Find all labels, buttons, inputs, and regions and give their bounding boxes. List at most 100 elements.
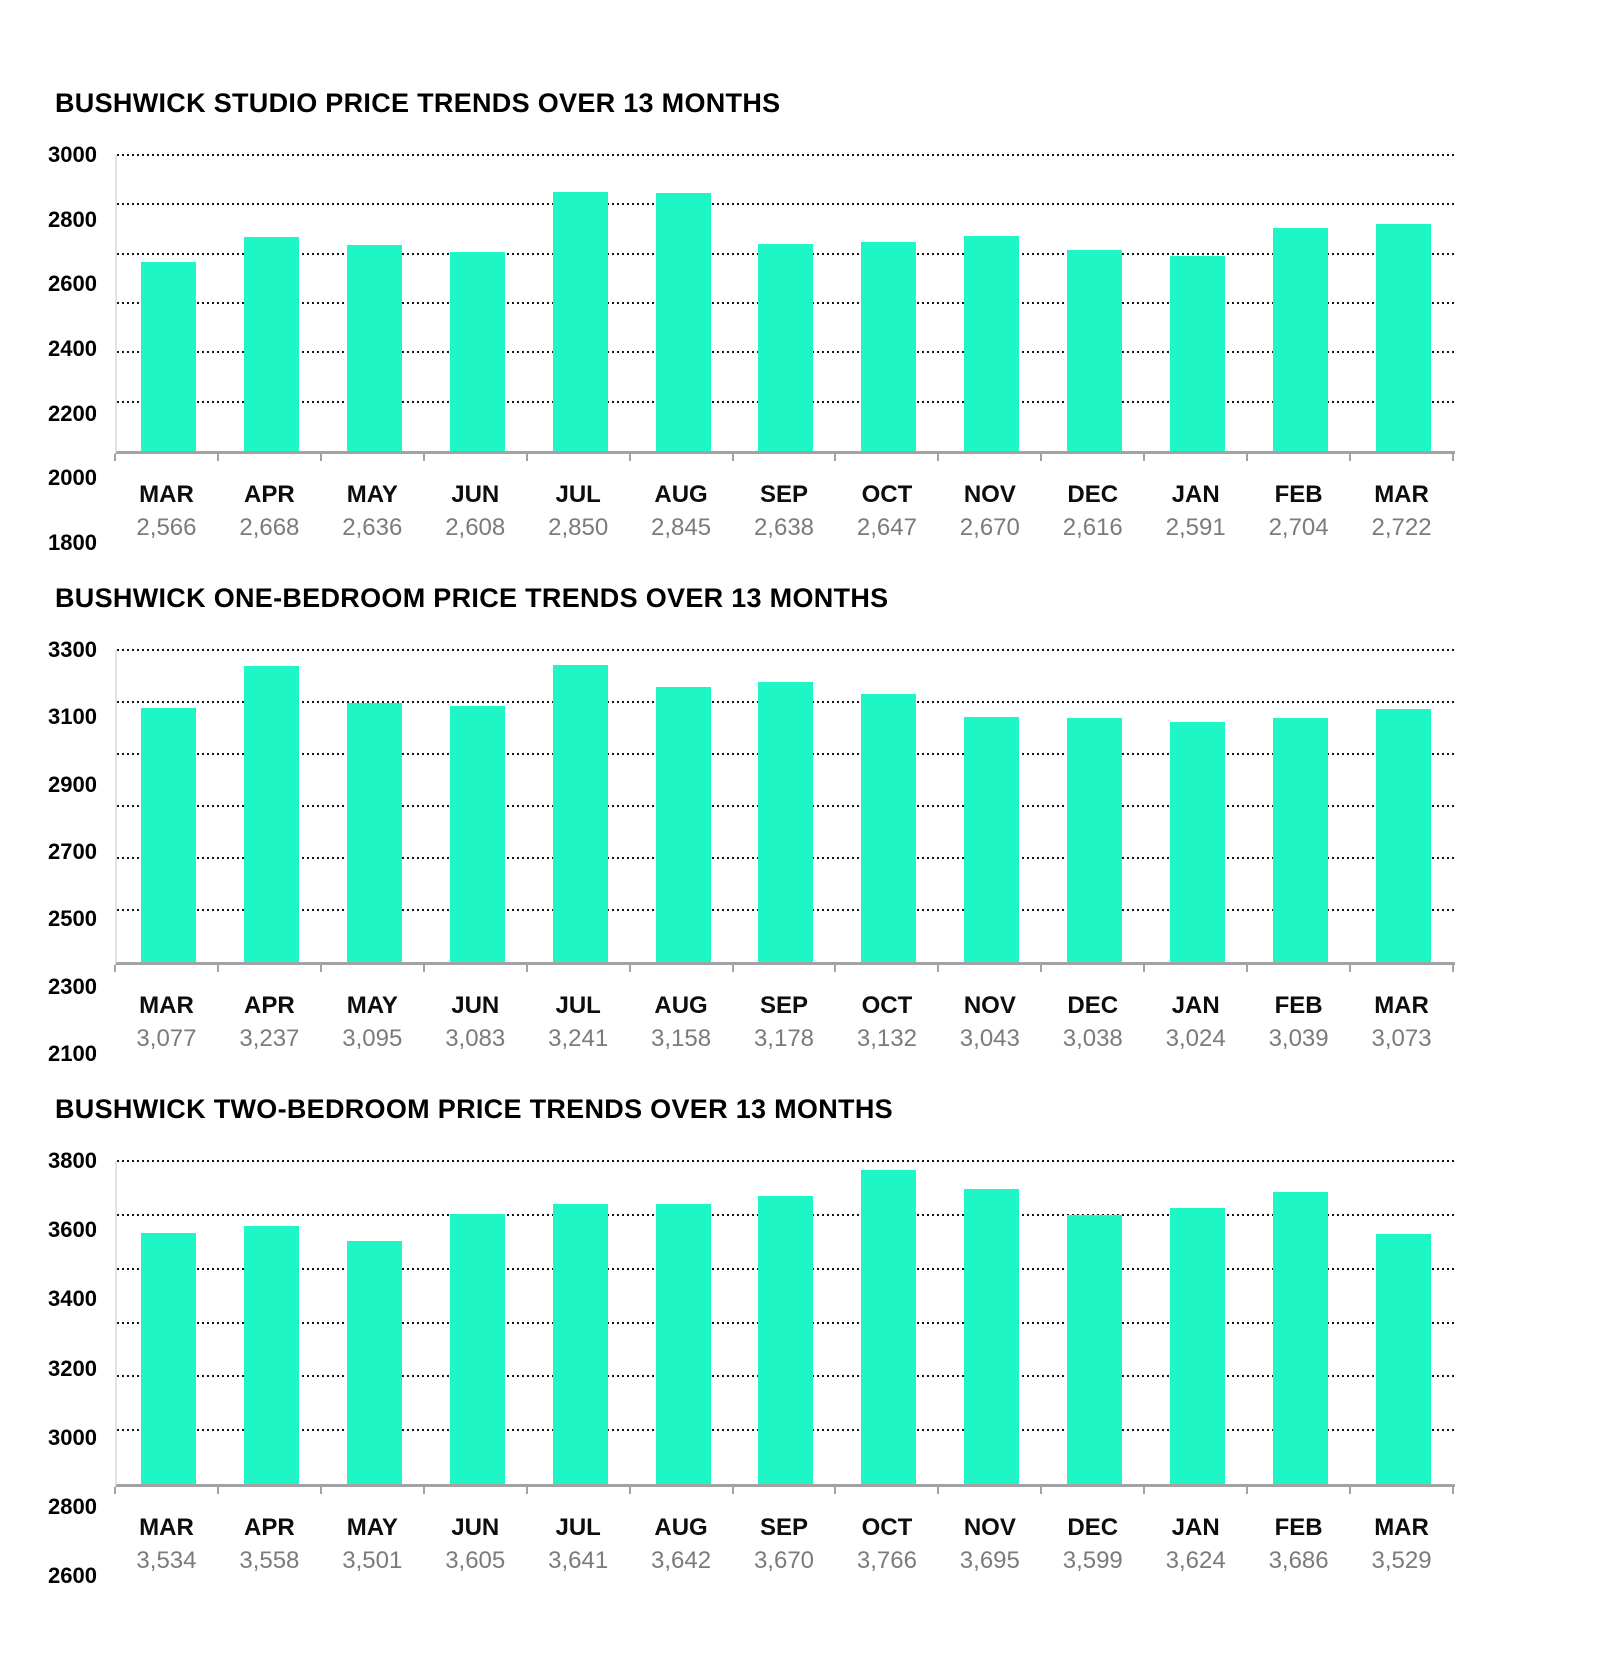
y-tick-label: 2600 (48, 271, 97, 297)
month-label: MAR (1374, 1514, 1429, 1541)
y-tick-label: 2800 (48, 1493, 97, 1519)
plot-area (115, 649, 1455, 965)
x-label-cell: DEC 3,038 (1041, 992, 1144, 1054)
bar-oct-7 (861, 242, 917, 451)
x-label-cell: MAY 2,636 (321, 481, 424, 543)
x-label-cell: NOV 3,043 (938, 992, 1041, 1054)
value-label: 3,529 (1371, 1547, 1432, 1574)
x-axis-tick (216, 454, 219, 461)
y-tick-label: 2000 (48, 465, 97, 491)
value-label: 3,558 (239, 1547, 300, 1574)
month-label: JAN (1171, 992, 1220, 1019)
x-axis-tick (1452, 965, 1454, 972)
y-tick-label: 3600 (48, 1217, 97, 1243)
bar-slot (1249, 1161, 1352, 1484)
month-label: MAR (139, 992, 194, 1019)
value-label: 3,073 (1371, 1025, 1432, 1052)
value-label: 2,591 (1165, 514, 1226, 541)
month-label: MAY (346, 1514, 398, 1541)
value-label: 2,722 (1371, 514, 1432, 541)
bar-dec-9 (1067, 718, 1123, 962)
chart-body: 3000 2800 2600 2400 2200 2000 1800 MAR 2,566 APR… (45, 142, 1600, 555)
month-label: APR (244, 1514, 295, 1541)
y-tick-label: 2300 (48, 973, 97, 999)
month-label: JUN (451, 481, 500, 508)
plot-column: MAR 3,077 APR 3,237 MAY 3,095 JUN 3,083 JUL 3,241… (114, 649, 1455, 1054)
bar-slot (632, 155, 735, 451)
x-axis-tick (937, 454, 940, 461)
month-label: JUN (451, 992, 500, 1019)
bar-feb-11 (1273, 717, 1329, 962)
bar-oct-7 (861, 693, 917, 962)
x-label-cell: MAY 3,095 (321, 992, 424, 1054)
plot-area (115, 1160, 1455, 1487)
gridline (117, 649, 1455, 651)
month-label: MAR (139, 481, 194, 508)
bar-slot (1249, 155, 1352, 451)
value-label: 3,642 (651, 1547, 712, 1574)
x-label-cell: MAR 3,534 (115, 1514, 218, 1576)
gridline (117, 1160, 1455, 1162)
bar-jan-10 (1170, 1208, 1226, 1484)
y-axis-labels: 3800 3600 3400 3200 3000 2800 2600 (45, 1148, 97, 1588)
x-axis-tick (422, 965, 425, 972)
month-label: JAN (1171, 1514, 1220, 1541)
value-label: 3,024 (1165, 1025, 1226, 1052)
x-label-cell: MAR 2,722 (1350, 481, 1453, 543)
bar-feb-11 (1273, 1191, 1329, 1484)
x-axis-tick (628, 1487, 631, 1494)
x-label-cell: JUN 3,605 (424, 1514, 527, 1576)
x-label-cell: MAY 3,501 (321, 1514, 424, 1576)
plot-column: MAR 3,534 APR 3,558 MAY 3,501 JUN 3,605 JUL 3,641… (114, 1160, 1455, 1576)
bar-slot (735, 1161, 838, 1484)
y-tick-label: 3300 (48, 637, 97, 662)
month-label: DEC (1067, 1514, 1119, 1541)
month-label: AUG (654, 481, 708, 508)
month-label: FEB (1274, 992, 1323, 1019)
bar-slot (1146, 650, 1249, 962)
x-axis-tick (1349, 1487, 1352, 1494)
chart-title-two-bedroom: BUSHWICK TWO-BEDROOM PRICE TRENDS OVER 1… (55, 1094, 893, 1124)
value-label: 3,132 (856, 1025, 917, 1052)
bar-slot (1352, 155, 1455, 451)
x-axis-labels: MAR 3,077 APR 3,237 MAY 3,095 JUN 3,083 JUL 3,241… (115, 992, 1453, 1054)
bar-sep-6 (758, 244, 814, 451)
bar-nov-8 (964, 236, 1020, 451)
month-label: OCT (861, 992, 913, 1019)
month-label: MAY (346, 992, 398, 1019)
value-label: 2,850 (548, 514, 609, 541)
x-axis-tick (1246, 965, 1249, 972)
y-axis-labels: 3300 3100 2900 2700 2500 2300 2100 (45, 637, 97, 1066)
x-axis-tick (1452, 1487, 1454, 1494)
x-axis-tick (731, 965, 734, 972)
x-axis-tick (114, 965, 116, 972)
month-label: FEB (1274, 481, 1323, 508)
value-label: 2,647 (856, 514, 917, 541)
x-label-cell: MAR 2,566 (115, 481, 218, 543)
value-label: 3,038 (1062, 1025, 1123, 1052)
value-label: 2,845 (651, 514, 712, 541)
bar-jun-3 (449, 251, 505, 451)
x-label-cell: NOV 3,695 (938, 1514, 1041, 1576)
bar-jul-4 (552, 665, 608, 962)
y-tick-label: 3800 (48, 1148, 97, 1173)
bar-slot (220, 650, 323, 962)
bar-dec-9 (1067, 249, 1123, 451)
month-label: MAY (346, 481, 398, 508)
month-label: JUL (555, 1514, 601, 1541)
bar-mar-0 (140, 707, 196, 962)
bar-slot (1249, 650, 1352, 962)
x-label-cell: JAN 3,024 (1144, 992, 1247, 1054)
bar-slot (1352, 650, 1455, 962)
bar-slot (426, 650, 529, 962)
value-label: 3,077 (136, 1025, 197, 1052)
value-label: 3,695 (959, 1547, 1020, 1574)
bar-slot (323, 155, 426, 451)
gridline (117, 203, 1455, 206)
bar-may-2 (346, 703, 402, 962)
bar-slot (735, 650, 838, 962)
value-label: 3,766 (856, 1547, 917, 1574)
bar-slot (837, 1161, 940, 1484)
x-label-cell: MAR 3,529 (1350, 1514, 1453, 1576)
x-label-cell: SEP 3,670 (733, 1514, 836, 1576)
